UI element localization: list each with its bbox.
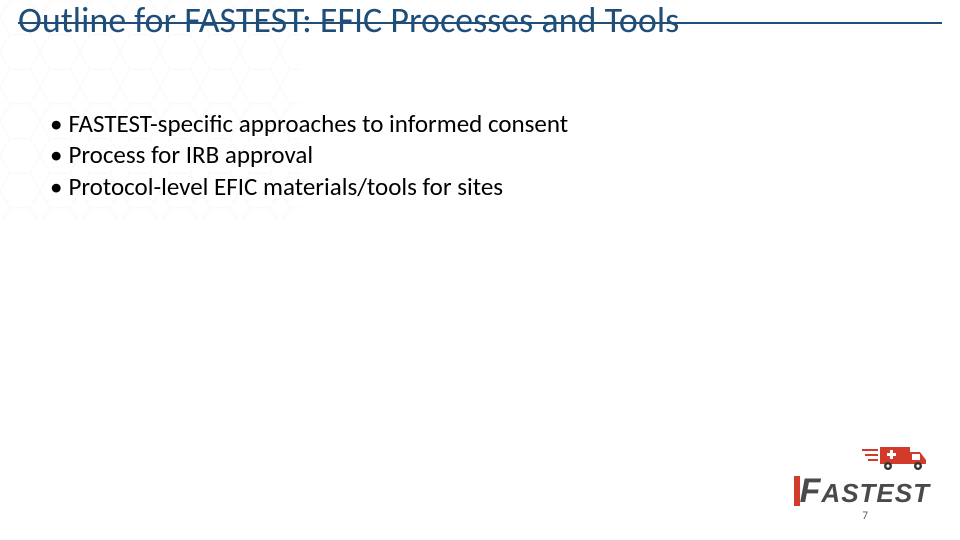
logo-rest: ASTEST (821, 478, 930, 508)
bullet-text: FASTEST-specific approaches to informed … (68, 108, 568, 139)
bullet-text: Protocol-level EFIC materials/tools for … (68, 171, 503, 202)
bullet-icon: • (50, 108, 62, 139)
list-item: •Protocol-level EFIC materials/tools for… (50, 171, 920, 202)
bullet-icon: • (50, 171, 62, 202)
bullet-text: Process for IRB approval (68, 139, 313, 170)
bullet-list: •FASTEST-specific approaches to informed… (50, 108, 920, 202)
bullet-icon: • (50, 139, 62, 170)
list-item: •Process for IRB approval (50, 139, 920, 170)
logo-wordmark: FASTEST (796, 472, 930, 511)
logo-letter-f: F (796, 472, 822, 511)
list-item: •FASTEST-specific approaches to informed… (50, 108, 920, 139)
logo-f-accent-bar (794, 476, 800, 506)
ambulance-icon (860, 442, 930, 472)
fastest-logo: FASTEST 7 (796, 442, 930, 522)
slide-title-block: Outline for FASTEST: EFIC Processes and … (18, 2, 942, 24)
